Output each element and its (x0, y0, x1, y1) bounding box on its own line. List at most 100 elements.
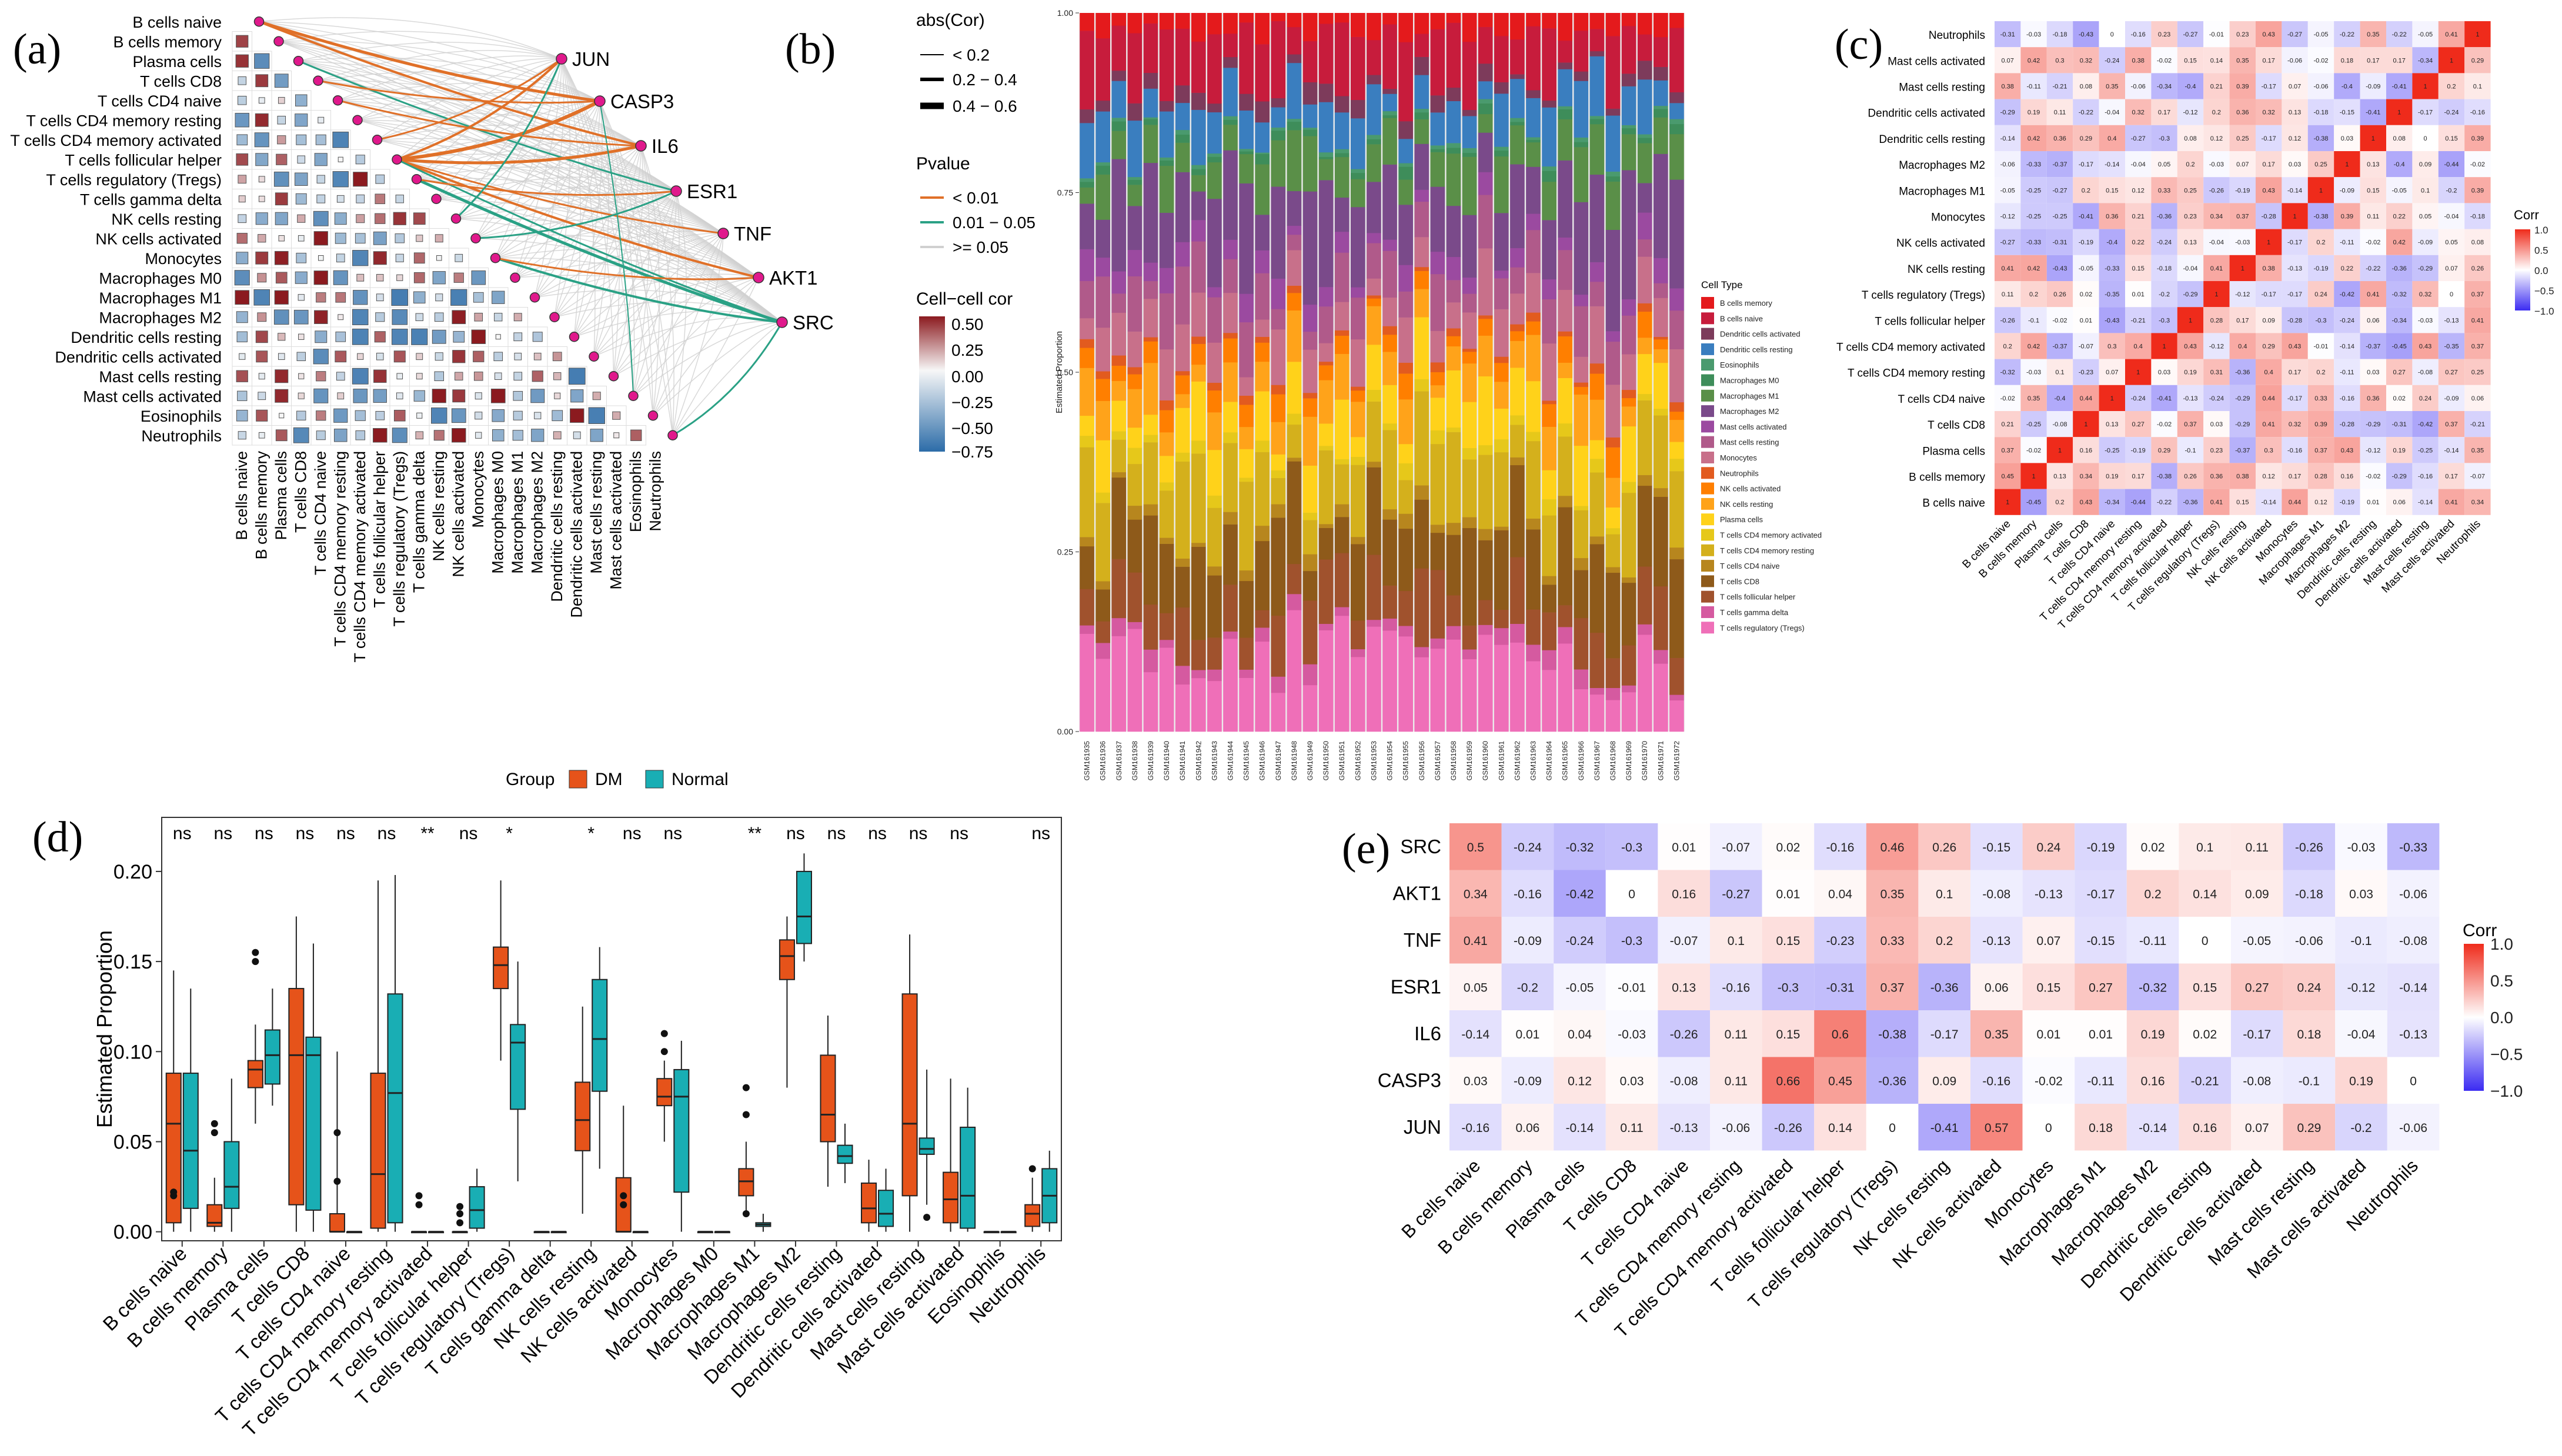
corr-cell (2229, 489, 2256, 515)
corr-value: -0.15 (2087, 934, 2115, 948)
stack-segment (1239, 322, 1254, 378)
heatmap-cell (570, 408, 584, 423)
legend-swatch (1701, 544, 1714, 556)
heatmap-cell (236, 233, 248, 244)
stack-segment (1367, 295, 1381, 299)
stack-segment (1207, 495, 1222, 508)
stack-segment (1605, 687, 1621, 700)
stack-segment (1302, 570, 1318, 601)
stack-segment (1446, 22, 1461, 88)
stack-segment (1621, 25, 1636, 74)
heatmap-cell (296, 410, 306, 420)
edge-nonsig (259, 21, 600, 102)
corr-value: 0.09 (2245, 887, 2269, 901)
stack-segment (1080, 13, 1094, 31)
corr-cell (2177, 359, 2204, 385)
row-label: Macrophages M0 (99, 269, 222, 287)
corr-value: -0.27 (2287, 31, 2302, 38)
corr-cell (1866, 823, 1919, 870)
corr-cell (2229, 359, 2256, 385)
stack-segment (1302, 82, 1318, 105)
stack-segment (1574, 445, 1589, 506)
corr-value: 0.27 (2445, 369, 2457, 376)
stack-segment (1653, 415, 1668, 489)
corr-value: -0.11 (2340, 369, 2354, 376)
heatmap-cell (313, 349, 329, 365)
corr-value: -0.17 (2262, 291, 2276, 298)
corr-value: -0.22 (2340, 31, 2354, 38)
corr-value: 0.16 (2193, 1121, 2217, 1135)
box (493, 946, 509, 990)
legend-label: T cells regulatory (Tregs) (1720, 623, 1805, 632)
corr-value: -0.14 (2418, 499, 2433, 506)
stack-segment (1143, 72, 1158, 89)
stack-segment (1080, 182, 1094, 188)
corr-value: -0.09 (2444, 395, 2459, 402)
significance-label: ns (786, 824, 805, 843)
corr-value: 0.02 (2193, 1028, 2217, 1041)
stack-segment (1398, 42, 1414, 122)
edge-significant (396, 158, 783, 323)
heatmap-cell (352, 328, 369, 345)
stack-segment (1350, 179, 1365, 208)
stack-segment (1494, 36, 1509, 82)
corr-value: 0.37 (1880, 981, 1905, 994)
sample-label: GSM161957 (1434, 741, 1442, 781)
stack-segment (1095, 174, 1111, 220)
sample-label: GSM161945 (1242, 741, 1251, 781)
corr-value: -0.01 (2313, 343, 2328, 350)
stack-segment (1350, 437, 1365, 457)
stack-segment (1334, 553, 1350, 607)
stack-segment (1175, 375, 1190, 395)
stack-segment (1414, 13, 1429, 34)
corr-value: 0.15 (2184, 57, 2196, 64)
corr-cell (2203, 255, 2230, 281)
heatmap-cell (613, 432, 620, 439)
corr-cell (2073, 463, 2099, 489)
corr-value: 0.01 (1515, 1028, 1539, 1041)
corr-value: 1 (2006, 499, 2009, 506)
corr-cell (2177, 99, 2204, 125)
corr-value: -0.02 (2366, 239, 2380, 246)
corr-cell (2099, 437, 2125, 463)
stack-segment (1111, 81, 1127, 118)
stack-segment (1542, 28, 1556, 101)
heatmap-cell (273, 171, 289, 187)
corr-value: 0.1 (1936, 887, 1953, 901)
corr-cell (2177, 333, 2204, 359)
corr-value: 0.24 (2297, 981, 2321, 994)
row-label: T cells CD4 memory resting (1848, 368, 1985, 380)
stack-segment (1510, 125, 1525, 165)
corr-value: -0.01 (1618, 981, 1646, 994)
corr-cell (2334, 125, 2360, 151)
stack-segment (1350, 169, 1365, 173)
stack-segment (1526, 529, 1541, 610)
sample-label: GSM161942 (1194, 741, 1202, 781)
corr-cell (2438, 437, 2465, 463)
stack-segment (1350, 172, 1365, 179)
heatmap-cell (314, 310, 328, 324)
corr-cell (2464, 229, 2491, 255)
stack-segment (1367, 75, 1381, 85)
outlier (742, 1210, 750, 1218)
stack-segment (1526, 13, 1541, 26)
stack-segment (1637, 485, 1652, 567)
stack-segment (1430, 362, 1445, 373)
corr-value: 0.32 (2262, 109, 2274, 116)
corr-cell (2151, 203, 2177, 229)
corr-cell (2020, 47, 2047, 74)
heatmap-cell (258, 97, 265, 104)
stack-segment (1382, 509, 1397, 520)
heatmap-cell (530, 389, 545, 403)
cell-node (569, 332, 580, 342)
heatmap-cell (238, 431, 246, 440)
stack-segment (1653, 408, 1668, 416)
pvalue-legend-2: >= 0.05 (953, 238, 1008, 256)
stack-segment (1621, 13, 1636, 26)
heatmap-cell (255, 251, 269, 265)
corr-value: 0.29 (2262, 343, 2274, 350)
corr-value: 0.11 (1725, 1028, 1748, 1041)
row-label: NK cells activated (95, 230, 222, 248)
stack-segment (1302, 127, 1318, 130)
